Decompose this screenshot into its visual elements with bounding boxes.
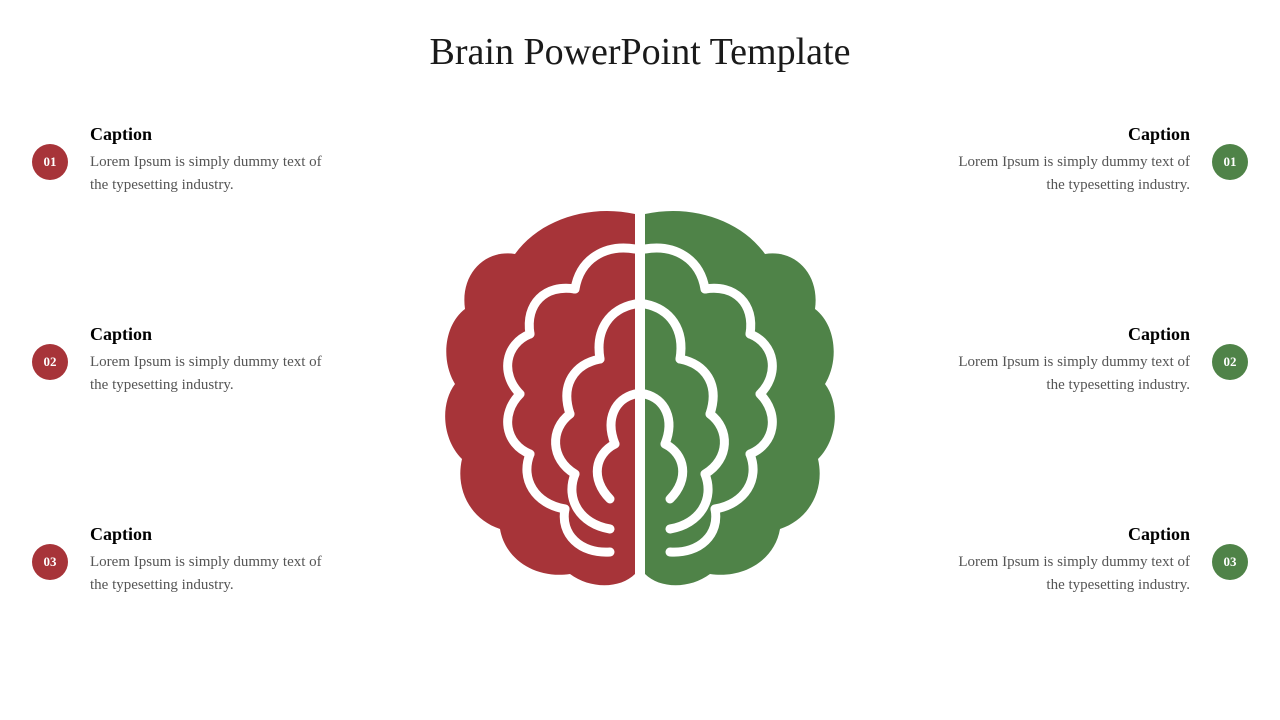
badge-number: 01 (32, 144, 68, 180)
caption-title: Caption (940, 524, 1190, 545)
caption-body: Lorem Ipsum is simply dummy text of the … (90, 551, 340, 596)
badge-number: 02 (32, 344, 68, 380)
caption-left-2: 02 Caption Lorem Ipsum is simply dummy t… (40, 324, 340, 396)
caption-title: Caption (90, 324, 340, 345)
caption-body: Lorem Ipsum is simply dummy text of the … (940, 351, 1190, 396)
caption-body: Lorem Ipsum is simply dummy text of the … (940, 551, 1190, 596)
brain-divider (635, 212, 645, 576)
caption-title: Caption (90, 124, 340, 145)
caption-body: Lorem Ipsum is simply dummy text of the … (90, 151, 340, 196)
caption-right-2: 02 Caption Lorem Ipsum is simply dummy t… (940, 324, 1240, 396)
caption-body: Lorem Ipsum is simply dummy text of the … (90, 351, 340, 396)
brain-graphic (430, 194, 850, 594)
caption-title: Caption (90, 524, 340, 545)
caption-body: Lorem Ipsum is simply dummy text of the … (940, 151, 1190, 196)
badge-number: 03 (32, 544, 68, 580)
slide-title: Brain PowerPoint Template (0, 0, 1280, 74)
brain-left-icon (445, 211, 635, 585)
badge-number: 02 (1212, 344, 1248, 380)
caption-left-3: 03 Caption Lorem Ipsum is simply dummy t… (40, 524, 340, 596)
badge-number: 03 (1212, 544, 1248, 580)
caption-left-1: 01 Caption Lorem Ipsum is simply dummy t… (40, 124, 340, 196)
brain-right-icon (645, 211, 835, 585)
content-area: 01 Caption Lorem Ipsum is simply dummy t… (0, 94, 1280, 694)
caption-title: Caption (940, 124, 1190, 145)
caption-right-3: 03 Caption Lorem Ipsum is simply dummy t… (940, 524, 1240, 596)
caption-title: Caption (940, 324, 1190, 345)
badge-number: 01 (1212, 144, 1248, 180)
caption-right-1: 01 Caption Lorem Ipsum is simply dummy t… (940, 124, 1240, 196)
